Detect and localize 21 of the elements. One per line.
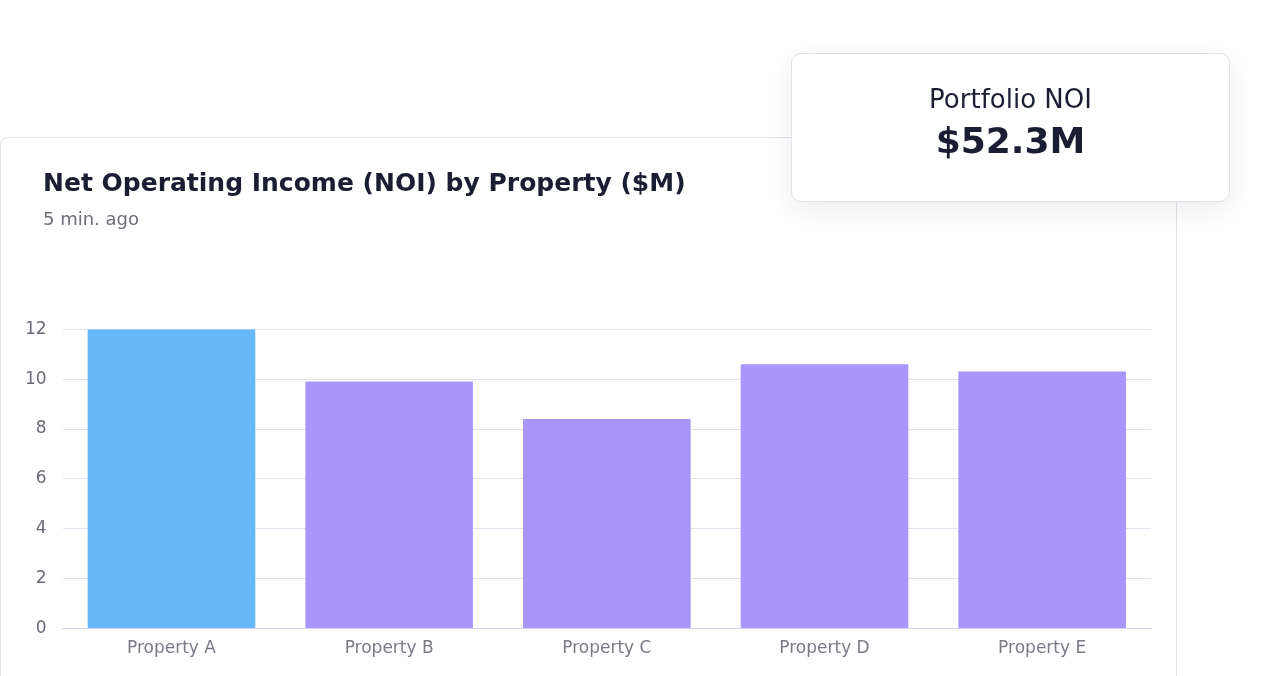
x-tick-label: Property B — [344, 637, 434, 658]
x-tick-label: Property A — [126, 637, 217, 658]
y-tick-label: 4 — [35, 517, 47, 538]
chart-title: Net Operating Income (NOI) by Property ($M) — [43, 168, 686, 197]
x-tick-label: Property C — [562, 637, 652, 658]
bar — [305, 381, 473, 629]
chart-subtitle: 5 min. ago — [43, 208, 140, 229]
x-tick-label: Property D — [779, 637, 870, 658]
y-tick-label: 12 — [24, 317, 47, 338]
y-tick-label: 10 — [24, 367, 47, 388]
bar — [523, 419, 691, 629]
bar — [958, 371, 1126, 629]
bar — [87, 329, 256, 629]
y-tick-label: 6 — [35, 467, 47, 488]
text: $52.3M — [934, 120, 1087, 161]
y-tick-label: 2 — [35, 567, 47, 588]
bar — [740, 364, 909, 629]
y-tick-label: 8 — [35, 417, 47, 438]
x-tick-label: Property E — [998, 637, 1087, 658]
text: Portfolio NOI — [928, 84, 1093, 114]
y-tick-label: 0 — [35, 617, 47, 638]
